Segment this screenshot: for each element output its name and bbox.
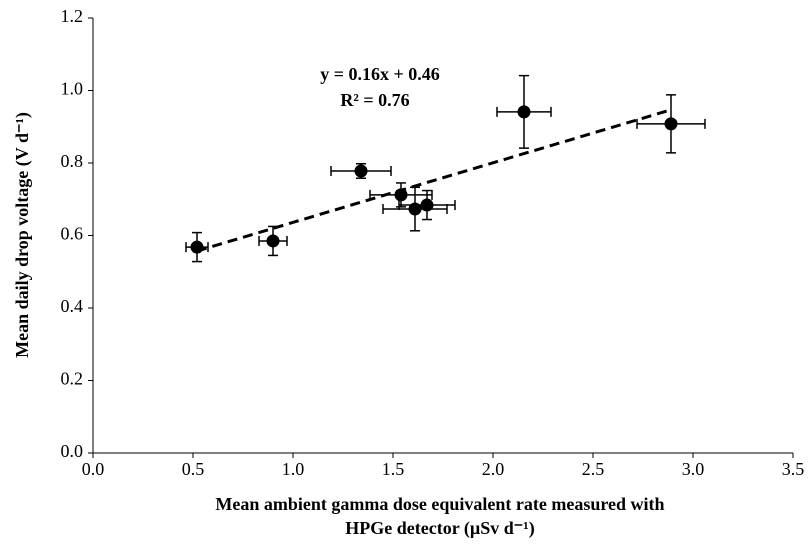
y-tick-label: 0.0	[61, 441, 84, 461]
y-tick-label: 0.2	[61, 369, 84, 389]
point	[420, 198, 434, 212]
y-tick-label: 0.8	[61, 151, 84, 171]
y-tick-label: 1.2	[61, 6, 84, 26]
point	[190, 240, 204, 254]
x-tick-label: 0.5	[182, 459, 205, 479]
point	[664, 117, 678, 131]
x-tick-label: 3.5	[782, 459, 805, 479]
equation: y = 0.16x + 0.46	[320, 64, 440, 84]
x-axis-title: HPGe detector (µSv d⁻¹)	[345, 518, 534, 539]
x-tick-label: 0.0	[82, 459, 105, 479]
r-squared: R² = 0.76	[340, 90, 409, 110]
x-tick-label: 3.0	[682, 459, 705, 479]
x-tick-label: 2.5	[582, 459, 605, 479]
x-tick-label: 1.0	[282, 459, 305, 479]
point	[517, 105, 531, 119]
y-tick-label: 0.4	[61, 296, 84, 316]
y-tick-label: 0.6	[61, 224, 84, 244]
trendline	[196, 108, 672, 253]
y-axis-title: Mean daily drop voltage (V d⁻¹)	[12, 112, 33, 358]
point	[354, 164, 368, 178]
x-tick-label: 1.5	[382, 459, 405, 479]
x-axis-title: Mean ambient gamma dose equivalent rate …	[215, 494, 664, 514]
point	[266, 234, 280, 248]
x-tick-label: 2.0	[482, 459, 505, 479]
point	[394, 188, 408, 202]
y-tick-label: 1.0	[61, 79, 84, 99]
